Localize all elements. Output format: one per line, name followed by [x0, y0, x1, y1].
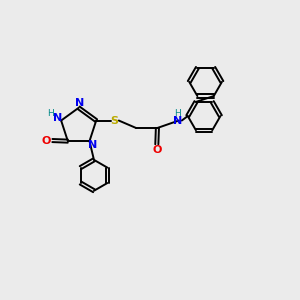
Text: N: N: [75, 98, 84, 108]
Text: N: N: [88, 140, 97, 150]
Text: O: O: [152, 145, 161, 155]
Text: H: H: [174, 110, 181, 118]
Text: S: S: [111, 116, 119, 125]
Text: O: O: [41, 136, 50, 146]
Text: H: H: [47, 110, 54, 118]
Text: N: N: [53, 113, 62, 123]
Text: N: N: [173, 116, 182, 125]
